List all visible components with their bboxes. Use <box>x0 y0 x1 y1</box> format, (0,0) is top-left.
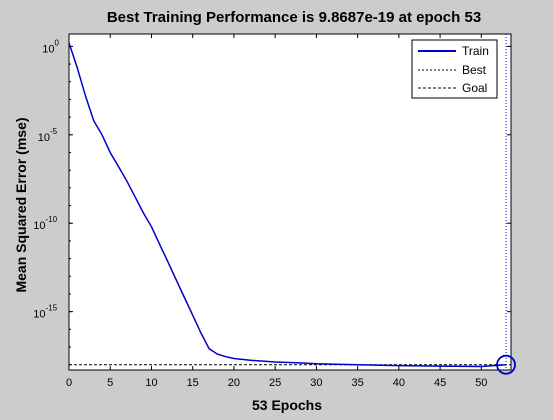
y-axis-label: Mean Squared Error (mse) <box>13 117 29 292</box>
x-tick-label: 0 <box>66 377 72 389</box>
x-tick-label: 15 <box>187 377 199 389</box>
legend: Train Best Goal <box>411 39 498 99</box>
train-line <box>68 42 507 368</box>
x-axis-ticks: 0 5 10 15 20 25 30 35 40 45 50 <box>66 34 487 389</box>
best-point-marker <box>496 354 516 375</box>
series-lines <box>68 34 516 375</box>
y-tick-label-base: 10 <box>38 132 50 144</box>
y-tick-label-base: 10 <box>33 220 45 232</box>
x-tick-label: 10 <box>145 377 157 389</box>
y-tick-label-exponent: -15 <box>46 304 58 313</box>
x-tick-label: 20 <box>228 377 240 389</box>
x-tick-label: 35 <box>351 377 363 389</box>
y-tick-label-base: 10 <box>42 43 54 55</box>
legend-train-label: Train <box>462 44 489 58</box>
y-tick-label-exponent: -5 <box>50 127 58 136</box>
x-tick-label: 45 <box>434 377 446 389</box>
x-tick-label: 30 <box>310 377 322 389</box>
x-axis-label: 53 Epochs <box>252 397 322 413</box>
y-tick-label-base: 10 <box>33 309 45 321</box>
x-tick-label: 5 <box>107 377 113 389</box>
x-tick-label: 40 <box>393 377 405 389</box>
y-tick-label-exponent: 0 <box>55 38 60 47</box>
legend-goal-label: Goal <box>462 81 487 95</box>
x-tick-label: 50 <box>475 377 487 389</box>
y-tick-label-exponent: -10 <box>46 215 58 224</box>
x-tick-label: 25 <box>269 377 281 389</box>
chart-title: Best Training Performance is 9.8687e-19 … <box>107 9 481 26</box>
legend-best-label: Best <box>462 63 487 77</box>
